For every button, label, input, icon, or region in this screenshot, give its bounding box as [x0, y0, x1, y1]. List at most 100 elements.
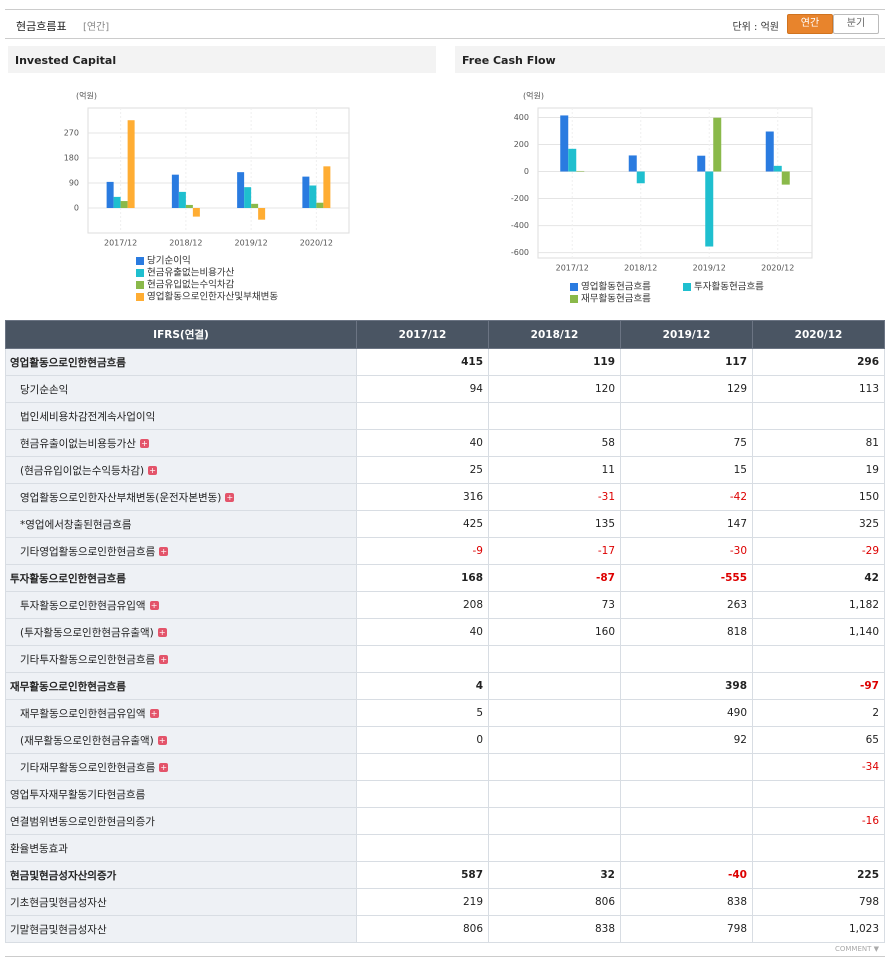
cell — [356, 807, 489, 835]
expand-button[interactable]: + — [159, 763, 169, 772]
column-header: 2018/12 — [488, 320, 621, 349]
cell: 11 — [488, 456, 621, 484]
cell: 806 — [488, 888, 621, 916]
bar — [560, 115, 569, 172]
expand-button[interactable]: + — [157, 628, 167, 637]
x-tick-label: 2019/12 — [235, 239, 268, 248]
expand-button[interactable]: + — [225, 493, 235, 502]
cell — [620, 402, 753, 430]
cell — [488, 645, 621, 673]
row-label-text: 투자활동으로인한현금유입액 — [20, 599, 146, 612]
cell: 147 — [620, 510, 753, 538]
bar — [178, 191, 186, 208]
cell: 92 — [620, 726, 753, 754]
unit-label: (억원) — [76, 91, 97, 101]
legend-label: 영업활동으로인한자산및부채변동 — [147, 291, 278, 303]
x-tick-label: 2017/12 — [104, 239, 137, 248]
row-label-text: 영업투자재무활동기타현금흐름 — [10, 788, 146, 801]
legend-swatch — [136, 281, 144, 289]
plot-area — [537, 107, 813, 259]
chart-panel: Invested Capital (억원) 0 90 180 270 2017/12 201… — [8, 46, 436, 316]
cell: 4 — [356, 672, 489, 700]
cell: 325 — [752, 510, 885, 538]
cell: 5 — [356, 699, 489, 727]
column-header: 2019/12 — [620, 320, 753, 349]
cell — [752, 645, 885, 673]
cell: 225 — [752, 861, 885, 889]
row-label: 영업투자재무활동기타현금흐름 — [5, 780, 357, 808]
cell: 32 — [488, 861, 621, 889]
cell: 58 — [488, 429, 621, 457]
row-label: 재무활동으로인한현금흐름 — [5, 672, 357, 700]
unit: 단위 : 억원 — [732, 22, 779, 33]
cell: -17 — [488, 537, 621, 565]
bar — [244, 187, 252, 208]
cell: 398 — [620, 672, 753, 700]
cell: 119 — [488, 348, 621, 376]
expand-button[interactable]: + — [159, 547, 169, 556]
cell: -40 — [620, 861, 753, 889]
cell: 818 — [620, 618, 753, 646]
cell — [356, 645, 489, 673]
legend-swatch — [136, 293, 144, 301]
row-label-text: 재무활동으로인한현금흐름 — [10, 680, 126, 693]
cell: 129 — [620, 375, 753, 403]
cell — [752, 402, 885, 430]
row-label-text: 기타영업활동으로인한현금흐름 — [20, 545, 156, 558]
table-row: 기타재무활동으로인한현금흐름 + -34 — [5, 753, 885, 781]
cell: 316 — [356, 483, 489, 511]
top-bar: 현금흐름표 [연간] 단위 : 억원 연간 분기 — [5, 9, 885, 39]
cell: 2 — [752, 699, 885, 727]
y-tick-label: -400 — [511, 221, 529, 230]
bar — [713, 117, 722, 172]
tab-annual[interactable]: 연간 — [787, 14, 833, 34]
cell: -9 — [356, 537, 489, 565]
plot-area — [87, 107, 350, 234]
tab-quarter[interactable]: 분기 — [833, 14, 879, 34]
y-tick-label: 200 — [514, 140, 529, 149]
row-label-text: 환율변동효과 — [10, 842, 68, 855]
row-label: 기말현금및현금성자산 — [5, 915, 357, 943]
x-tick-label: 2017/12 — [556, 264, 589, 273]
cell — [488, 402, 621, 430]
cell: 160 — [488, 618, 621, 646]
cell: 135 — [488, 510, 621, 538]
cell: 15 — [620, 456, 753, 484]
chart-title: Invested Capital — [8, 46, 436, 73]
table-row: 현금유출이없는비용등가산 +40 58 75 81 — [5, 429, 885, 457]
expand-button[interactable]: + — [139, 439, 149, 448]
cell: 25 — [356, 456, 489, 484]
row-label-text: (투자활동으로인한현금유출액) — [20, 626, 154, 639]
cell — [356, 834, 489, 862]
row-label: 기타투자활동으로인한현금흐름 + — [5, 645, 357, 673]
expand-button[interactable]: + — [148, 466, 158, 475]
cell — [356, 753, 489, 781]
y-tick-label: 270 — [64, 129, 79, 138]
legend-label: 재무활동현금흐름 — [581, 293, 651, 305]
bar — [309, 185, 317, 208]
bar — [106, 181, 114, 208]
comment-toggle[interactable]: COMMENT ▼ — [834, 945, 879, 953]
cell: -31 — [488, 483, 621, 511]
legend-swatch — [136, 269, 144, 277]
row-label: 법인세비용차감전계속사업이익 — [5, 402, 357, 430]
cell — [620, 780, 753, 808]
expand-button[interactable]: + — [157, 736, 167, 745]
column-header: 2020/12 — [752, 320, 885, 349]
row-label-text: 기초현금및현금성자산 — [10, 896, 107, 909]
table-row: 영업투자재무활동기타현금흐름 — [5, 780, 885, 808]
expand-button[interactable]: + — [149, 709, 159, 718]
row-label-text: 당기순손익 — [20, 383, 69, 396]
expand-button[interactable]: + — [159, 655, 169, 664]
x-tick-label: 2018/12 — [624, 264, 657, 273]
table-row: 당기순손익 94 120 129 113 — [5, 375, 885, 403]
cell: 81 — [752, 429, 885, 457]
y-tick-label: 0 — [524, 167, 529, 176]
cell — [356, 402, 489, 430]
row-label: 현금및현금성자산의증가 — [5, 861, 357, 889]
expand-button[interactable]: + — [149, 601, 159, 610]
cell: 113 — [752, 375, 885, 403]
y-tick-label: -200 — [511, 194, 529, 203]
table-row: 기타투자활동으로인한현금흐름 + — [5, 645, 885, 673]
cell: 1,140 — [752, 618, 885, 646]
